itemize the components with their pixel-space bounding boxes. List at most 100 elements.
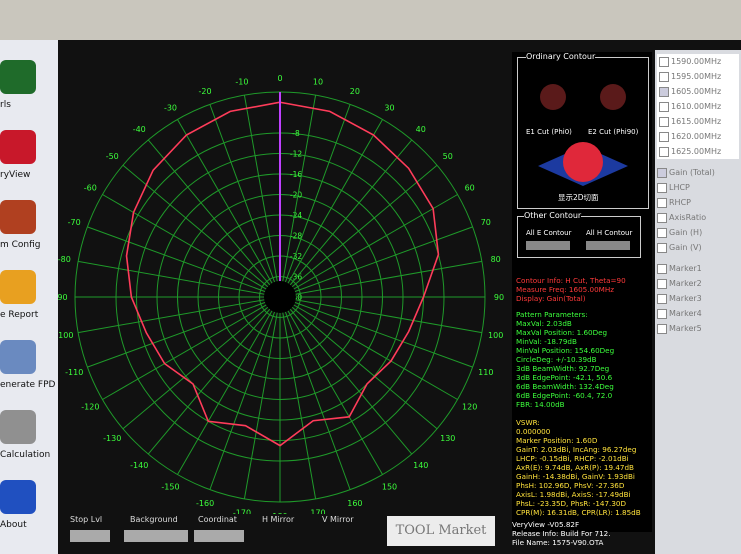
list-item[interactable]: AxisRatio <box>655 210 741 225</box>
checkbox[interactable] <box>659 117 669 127</box>
checkbox[interactable] <box>657 213 667 223</box>
info-line: 3dB BeamWidth: 92.7Deg <box>516 364 610 373</box>
checkbox[interactable] <box>659 102 669 112</box>
app-label[interactable]: ryView <box>0 170 31 180</box>
coordinate-label: Coordinat <box>198 515 237 524</box>
checkbox[interactable] <box>657 324 667 334</box>
e2-label[interactable]: E2 Cut (Phi90) <box>588 128 639 136</box>
angle-tick-label: 110 <box>478 368 493 377</box>
radial-grid-line <box>122 164 281 298</box>
2d-icon[interactable] <box>563 142 603 182</box>
radial-grid-line <box>177 296 281 475</box>
radial-grid-line <box>147 296 281 455</box>
angle-tick-label: 30 <box>384 103 394 112</box>
list-item[interactable]: 1620.00MHz <box>657 129 739 144</box>
list-item[interactable]: Marker2 <box>655 276 741 291</box>
app-label[interactable]: enerate FPD <box>0 380 56 390</box>
checkbox[interactable] <box>657 183 667 193</box>
tool-market-button[interactable]: TOOL Market <box>387 516 495 546</box>
checkbox[interactable] <box>657 168 667 178</box>
app-icon[interactable] <box>0 60 36 94</box>
info-line: Display: Gain(Total) <box>516 294 586 303</box>
checkbox[interactable] <box>657 198 667 208</box>
r-tick-label: -16 <box>290 170 302 179</box>
list-item[interactable]: LHCP <box>655 180 741 195</box>
info-line: Marker Position: 1.60D <box>516 436 598 445</box>
list-item[interactable]: 1625.00MHz <box>657 144 739 159</box>
info-line: GainH: -14.38dBi, GainV: 1.93dBi <box>516 472 635 481</box>
checkbox[interactable] <box>659 132 669 142</box>
angle-tick-label: -10 <box>235 77 248 86</box>
h-mirror-checkbox[interactable]: H Mirror <box>262 515 295 524</box>
app-icon[interactable] <box>0 270 36 304</box>
all-e-button[interactable]: All E Contour <box>526 229 572 237</box>
app-icon[interactable] <box>0 200 36 234</box>
checkbox[interactable] <box>657 279 667 289</box>
checkbox[interactable] <box>657 264 667 274</box>
radial-grid-line <box>279 164 438 298</box>
app-label[interactable]: m Config <box>0 240 41 250</box>
list-item[interactable]: Marker1 <box>655 261 741 276</box>
checkbox[interactable] <box>657 228 667 238</box>
radial-grid-line <box>279 260 482 298</box>
checkbox[interactable] <box>657 243 667 253</box>
info-line: MinVal Position: 154.60Deg <box>516 346 615 355</box>
r-tick-label: -32 <box>290 252 302 261</box>
angle-tick-label: -60 <box>84 184 97 193</box>
radial-grid-line <box>279 296 438 430</box>
checkbox[interactable] <box>657 309 667 319</box>
checkbox[interactable] <box>659 147 669 157</box>
checkbox[interactable] <box>659 87 669 97</box>
checkbox[interactable] <box>659 57 669 67</box>
radial-grid-line <box>279 296 473 368</box>
radial-grid-line <box>78 296 281 334</box>
list-item[interactable]: Gain (H) <box>655 225 741 240</box>
all-h-button[interactable]: All H Contour <box>586 229 633 237</box>
radial-grid-line <box>279 296 351 490</box>
list-item[interactable]: 1610.00MHz <box>657 99 739 114</box>
button[interactable] <box>526 241 570 250</box>
radial-grid-line <box>279 194 458 298</box>
radial-grid-line <box>243 95 281 298</box>
list-item[interactable]: 1590.00MHz <box>657 54 739 69</box>
other-contour-box: Other Contour All E Contour All H Contou… <box>517 211 641 258</box>
coordinate-select[interactable] <box>194 530 244 542</box>
list-item[interactable]: 1595.00MHz <box>657 69 739 84</box>
app-icon[interactable] <box>0 480 36 514</box>
list-item[interactable]: 1605.00MHz <box>657 84 739 99</box>
display-list: Gain (Total) LHCP RHCP AxisRatio Gain (H) Gai… <box>655 165 741 255</box>
angle-tick-label: -110 <box>65 368 83 377</box>
stop-lvl-input[interactable] <box>70 530 110 542</box>
e1-label[interactable]: E1 Cut (Phi0) <box>526 128 572 136</box>
button[interactable] <box>586 241 630 250</box>
e2-icon[interactable] <box>600 84 626 110</box>
show2d-label[interactable]: 显示2D切面 <box>558 193 599 202</box>
list-item[interactable]: Marker4 <box>655 306 741 321</box>
v-mirror-checkbox[interactable]: V Mirror <box>322 515 354 524</box>
list-item[interactable]: Gain (V) <box>655 240 741 255</box>
list-item[interactable]: RHCP <box>655 195 741 210</box>
checkbox[interactable] <box>657 294 667 304</box>
app-label[interactable]: e Report <box>0 310 39 320</box>
app-label[interactable]: Calculation <box>0 450 51 460</box>
options-panel: 1590.00MHz 1595.00MHz 1605.00MHz 1610.00MHz… <box>655 50 741 554</box>
angle-tick-label: 170 <box>310 509 325 514</box>
app-icon[interactable] <box>0 130 36 164</box>
angle-tick-label: 160 <box>347 499 362 508</box>
list-item[interactable]: Marker3 <box>655 291 741 306</box>
angle-tick-label: -150 <box>161 483 179 492</box>
info-line: 3dB EdgePoint: -42.1, 50.6 <box>516 373 613 382</box>
background-select[interactable] <box>124 530 188 542</box>
app-icon[interactable] <box>0 340 36 374</box>
checkbox[interactable] <box>659 72 669 82</box>
list-item[interactable]: 1615.00MHz <box>657 114 739 129</box>
release-info: VeryView -V05.82F Release Info: Build For… <box>512 520 611 547</box>
list-item[interactable]: Marker5 <box>655 321 741 336</box>
info-line: VeryView -V05.82F <box>512 520 580 529</box>
app-label[interactable]: About <box>0 520 27 530</box>
app-label[interactable]: rls <box>0 100 11 110</box>
e1-icon[interactable] <box>540 84 566 110</box>
angle-tick-label: -80 <box>58 255 71 264</box>
app-icon[interactable] <box>0 410 36 444</box>
list-item[interactable]: Gain (Total) <box>655 165 741 180</box>
